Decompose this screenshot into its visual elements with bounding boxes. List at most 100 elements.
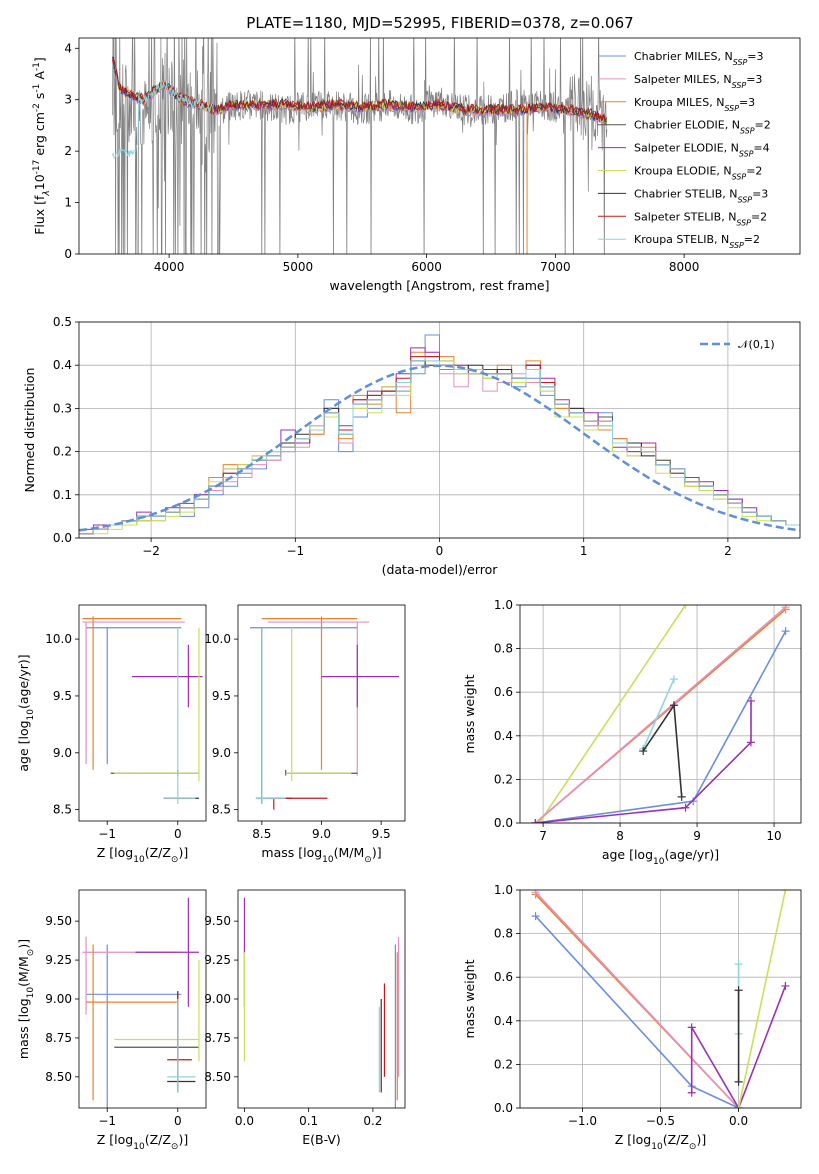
panel-residuals: −2 −1 0 1 2 0.0 0.1 0.2 0.3 0.4 0.5 (data-model)/er… <box>22 315 801 577</box>
y-tick-label: 10.0 <box>45 632 72 646</box>
axes-frame <box>519 604 802 824</box>
panel-weight-vs-Z: −1.0 −0.5 0.0 0.0 0.2 0.4 0.6 0.8 1.0 Z [log10(Z/… <box>462 883 802 1152</box>
y-tick-label: 2 <box>64 144 72 158</box>
y-tick-label: 9.5 <box>212 689 231 703</box>
point-marker <box>677 792 686 801</box>
weight-line <box>538 605 687 823</box>
point-marker <box>734 986 743 995</box>
y-tick-label: 9.0 <box>53 746 72 760</box>
y-tick-label: 8.50 <box>45 1070 72 1084</box>
x-tick-label: 9.0 <box>312 827 331 841</box>
y-tick-label: 0.8 <box>494 927 513 941</box>
plot-area <box>243 897 400 1108</box>
y-tick-label: 1 <box>64 196 72 210</box>
x-tick-label: 7 <box>539 829 547 843</box>
legend-label: Kroupa ELODIE, NSSP=2 <box>634 165 762 182</box>
panel-mass-vs-Z: −1 0 8.50 8.75 9.00 9.25 9.50 Z [log10(Z/Z⊙)] ma… <box>16 889 207 1152</box>
x-tick-label: 9.5 <box>372 827 391 841</box>
y-tick-label: 9.00 <box>45 992 72 1006</box>
plot-area <box>82 616 203 804</box>
legend-label: Salpeter STELIB, NSSP=2 <box>634 210 767 227</box>
y-tick-label: 0.4 <box>494 729 513 743</box>
y-tick-label: 0.8 <box>494 642 513 656</box>
legend-label: Kroupa MILES, NSSP=3 <box>634 96 755 113</box>
x-tick-label: 2 <box>724 544 732 558</box>
weight-line <box>535 915 739 1108</box>
y-tick-label: 9.0 <box>212 746 231 760</box>
x-axis-label: Z [log10(Z/Z⊙)] <box>97 1132 188 1152</box>
axes-frame <box>78 604 207 822</box>
weight-line <box>535 891 740 1108</box>
point-marker <box>746 696 755 705</box>
y-axis-label: mass weight <box>462 674 477 753</box>
y-tick-label: 3 <box>64 93 72 107</box>
y-tick-label: 0.6 <box>494 685 513 699</box>
x-axis-label: mass [log10(M/M⊙)] <box>261 845 381 865</box>
y-tick-label: 0.0 <box>494 816 513 830</box>
data-spectrum <box>112 38 608 254</box>
x-tick-label: 8.5 <box>252 827 271 841</box>
point-marker <box>531 890 540 897</box>
x-tick-label: 6000 <box>411 260 442 274</box>
point-marker <box>781 981 790 990</box>
legend-label: Salpeter ELODIE, NSSP=4 <box>634 142 770 159</box>
point-marker <box>531 912 540 921</box>
point-marker <box>734 1077 743 1086</box>
x-tick-label: 8000 <box>669 260 700 274</box>
axes-frame <box>78 37 801 255</box>
y-tick-label: 9.00 <box>204 992 231 1006</box>
x-tick-label: 0 <box>174 1114 182 1128</box>
y-tick-label: 9.50 <box>204 914 231 928</box>
legend-label: Kroupa STELIB, NSSP=2 <box>634 233 760 250</box>
y-tick-label: 8.5 <box>53 803 72 817</box>
point-marker <box>669 675 678 684</box>
weight-line <box>690 985 787 1108</box>
y-tick-label: 8.75 <box>45 1031 72 1045</box>
x-axis-label: wavelength [Angstrom, rest frame] <box>329 278 549 293</box>
x-tick-label: −1 <box>98 1114 116 1128</box>
point-marker <box>689 797 698 806</box>
x-axis-label: E(B-V) <box>302 1132 341 1147</box>
legend-label: Chabrier STELIB, NSSP=3 <box>634 187 768 204</box>
axes-frame <box>237 889 406 1109</box>
y-axis-label: mass [log10(M/M⊙)] <box>16 939 36 1059</box>
y-tick-label: 8.5 <box>212 803 231 817</box>
point-marker <box>781 605 790 612</box>
x-tick-label: 0.1 <box>299 1114 318 1128</box>
y-tick-label: 9.25 <box>45 953 72 967</box>
panel-weight-vs-age: 7 8 9 10 0.0 0.2 0.4 0.6 0.8 1.0 age [log10(age/yr… <box>462 598 802 867</box>
point-marker <box>639 747 648 756</box>
y-tick-label: 9.5 <box>53 689 72 703</box>
normal-curve <box>79 364 800 532</box>
legend-label: 𝒩(0,1) <box>738 338 775 351</box>
weight-line <box>642 678 675 750</box>
x-tick-label: 9 <box>693 829 701 843</box>
stelib-line <box>112 80 215 159</box>
plot-area <box>531 890 790 1108</box>
y-tick-label: 0.2 <box>494 772 513 786</box>
plot-area <box>79 334 800 535</box>
legend-label: Salpeter MILES, NSSP=3 <box>634 73 762 90</box>
x-tick-label: −2 <box>142 544 160 558</box>
point-marker <box>781 627 790 636</box>
y-tick-label: 0.1 <box>53 488 72 502</box>
y-tick-label: 0.0 <box>53 531 72 545</box>
x-axis-label: age [log10(age/yr)] <box>602 847 719 867</box>
x-tick-label: 7000 <box>540 260 571 274</box>
y-tick-label: 4 <box>64 41 72 55</box>
x-axis-label: Z [log10(Z/Z⊙)] <box>615 1132 706 1152</box>
point-marker <box>681 803 690 812</box>
y-tick-label: 0.5 <box>53 315 72 329</box>
x-axis-label: Z [log10(Z/Z⊙)] <box>97 845 188 865</box>
x-tick-label: 0.2 <box>363 1114 382 1128</box>
x-tick-label: 8 <box>616 829 624 843</box>
panel-age-vs-Z: −1 0 8.5 9.0 9.5 10.0 Z [log10(Z/Z⊙)] age [log1… <box>16 604 207 865</box>
y-tick-label: 0.6 <box>494 970 513 984</box>
x-tick-label: 0.0 <box>235 1114 254 1128</box>
y-axis-label: age [log10(age/yr)] <box>16 654 36 771</box>
point-marker <box>734 960 743 969</box>
y-tick-label: 1.0 <box>494 883 513 897</box>
figure-title: PLATE=1180, MJD=52995, FIBERID=0378, z=0… <box>246 14 633 32</box>
x-tick-label: 0 <box>174 827 182 841</box>
y-tick-label: 8.75 <box>204 1031 231 1045</box>
